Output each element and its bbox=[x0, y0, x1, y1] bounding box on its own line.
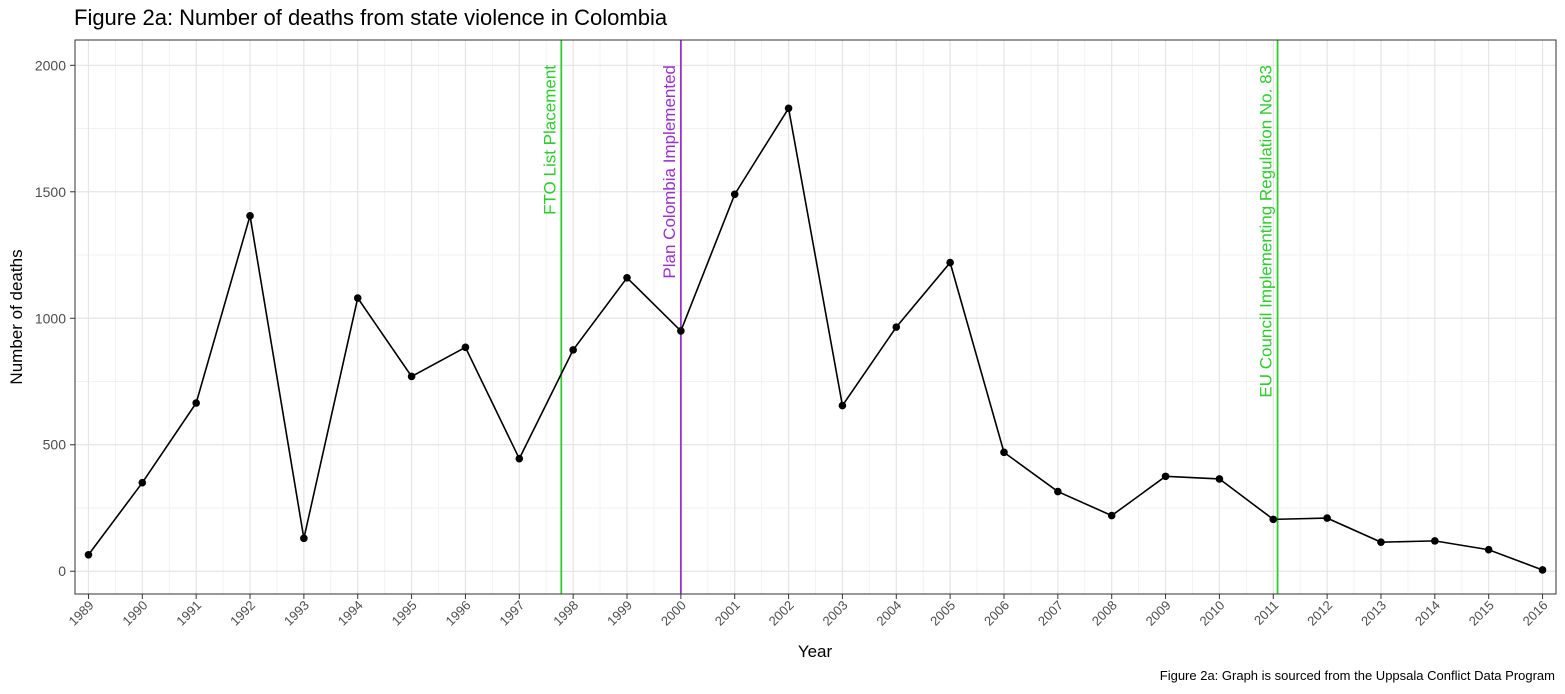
annotation-label: Plan Colombia Implemented bbox=[660, 65, 679, 279]
x-axis-label: Year bbox=[798, 642, 833, 661]
y-tick-label: 0 bbox=[58, 563, 66, 579]
x-tick-label: 2013 bbox=[1358, 598, 1389, 629]
data-point bbox=[677, 327, 685, 335]
data-point bbox=[1161, 472, 1170, 481]
x-tick-label: 2016 bbox=[1520, 598, 1551, 629]
annotation-label: FTO List Placement bbox=[540, 65, 559, 215]
x-tick-label: 2002 bbox=[766, 598, 797, 629]
x-tick-label: 2012 bbox=[1304, 598, 1335, 629]
x-tick-label: 2006 bbox=[981, 598, 1012, 629]
x-tick-label: 2003 bbox=[819, 598, 850, 629]
data-point bbox=[569, 346, 577, 354]
x-tick-label: 1995 bbox=[389, 598, 420, 629]
data-point bbox=[353, 294, 362, 302]
data-point bbox=[1215, 475, 1224, 483]
x-tick-label: 1994 bbox=[335, 598, 366, 629]
x-tick-label: 2007 bbox=[1035, 598, 1066, 629]
data-point bbox=[407, 372, 416, 381]
x-tick-label: 2014 bbox=[1412, 598, 1443, 629]
data-point bbox=[300, 534, 308, 543]
x-tick-label: 1991 bbox=[173, 598, 204, 629]
x-tick-label: 1993 bbox=[281, 598, 312, 629]
x-tick-label: 1999 bbox=[604, 598, 635, 629]
x-tick-label: 2009 bbox=[1143, 598, 1174, 629]
data-point bbox=[1323, 514, 1331, 522]
y-tick-label: 1000 bbox=[35, 310, 66, 326]
x-tick-label: 2010 bbox=[1196, 598, 1227, 629]
data-point bbox=[892, 323, 901, 331]
data-point bbox=[1054, 487, 1062, 496]
data-point bbox=[784, 104, 793, 113]
data-point bbox=[838, 401, 847, 410]
data-point bbox=[1269, 515, 1278, 524]
grid-layer bbox=[75, 40, 1556, 594]
annotation-label: EU Council Implementing Regulation No. 8… bbox=[1257, 65, 1276, 398]
y-axis-label: Number of deaths bbox=[7, 249, 26, 384]
data-point bbox=[1107, 511, 1116, 520]
data-point bbox=[515, 454, 524, 463]
x-tick-label: 1989 bbox=[66, 598, 97, 629]
chart-title: Figure 2a: Number of deaths from state v… bbox=[74, 5, 668, 30]
x-tick-label: 2000 bbox=[658, 598, 689, 629]
x-tick-label: 1990 bbox=[119, 598, 150, 629]
data-point bbox=[946, 258, 954, 267]
data-point bbox=[192, 399, 200, 407]
data-point bbox=[1000, 448, 1008, 457]
source-caption: Figure 2a: Graph is sourced from the Upp… bbox=[1159, 668, 1555, 683]
data-point bbox=[138, 478, 147, 487]
x-tick-label: 2008 bbox=[1089, 598, 1120, 629]
y-tick-label: 2000 bbox=[35, 57, 66, 73]
annotation-lines: FTO List Placement Plan Colombia Implemen… bbox=[540, 40, 1279, 594]
data-point bbox=[84, 550, 93, 559]
data-point bbox=[246, 212, 254, 220]
x-tick-label: 1998 bbox=[550, 598, 581, 629]
data-point bbox=[461, 343, 470, 352]
x-tick-label: 1997 bbox=[496, 598, 527, 629]
data-point bbox=[1377, 538, 1385, 546]
series-layer bbox=[84, 104, 1547, 574]
x-tick-label: 1996 bbox=[443, 598, 474, 629]
data-point bbox=[1484, 545, 1493, 554]
y-tick-label: 500 bbox=[43, 437, 67, 453]
x-tick-label: 2005 bbox=[927, 598, 958, 629]
series-line bbox=[87, 106, 1543, 571]
plot-panel-border bbox=[74, 39, 1557, 595]
x-tick-label: 2015 bbox=[1466, 598, 1497, 629]
data-point bbox=[1538, 566, 1547, 574]
data-point bbox=[623, 273, 631, 282]
x-tick-label: 1992 bbox=[227, 598, 258, 629]
data-point bbox=[1431, 537, 1439, 545]
data-point bbox=[730, 190, 739, 199]
x-tick-label: 2004 bbox=[873, 598, 904, 629]
x-tick-label: 2001 bbox=[712, 598, 743, 629]
y-tick-label: 1500 bbox=[35, 184, 66, 200]
x-tick-label: 2011 bbox=[1251, 598, 1281, 628]
axis-layer: 0 500 1000 1500 2000 1989 1990 1991 1992 1993 1994… bbox=[35, 57, 1551, 628]
